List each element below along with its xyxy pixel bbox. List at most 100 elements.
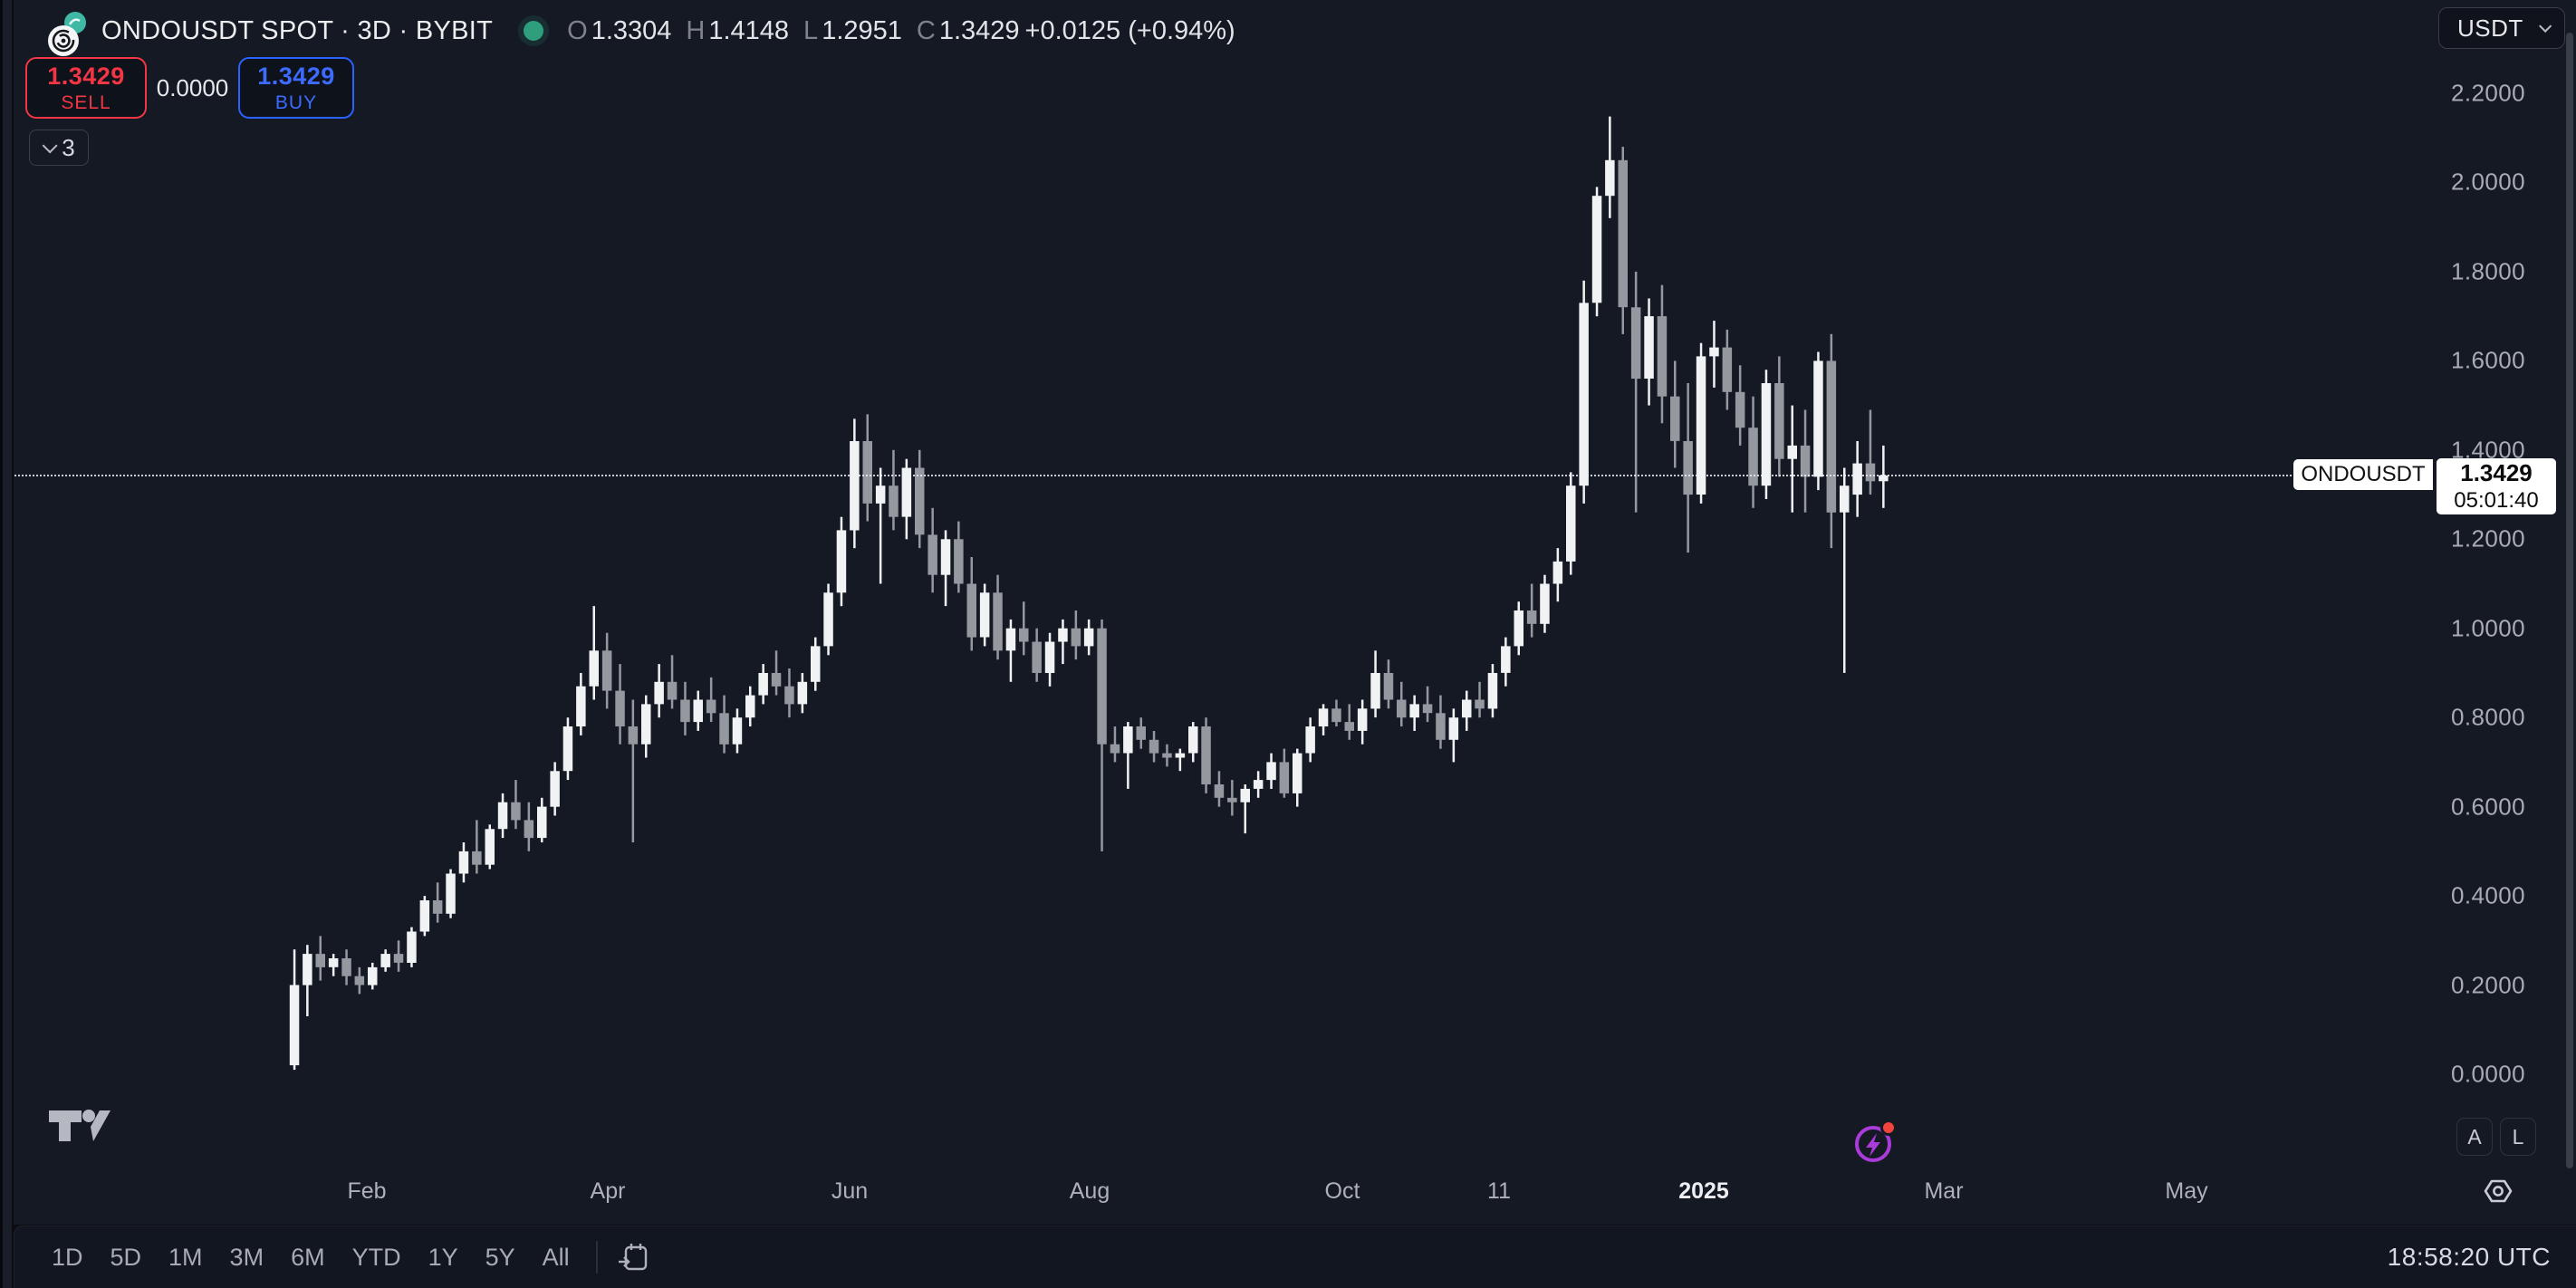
candle [1227, 797, 1237, 803]
candle [354, 976, 365, 985]
candle [289, 985, 300, 1066]
candle [745, 695, 755, 718]
go-to-date-button[interactable] [616, 1240, 650, 1274]
range-button-1y[interactable]: 1Y [428, 1243, 458, 1271]
time-axis-label: Apr [590, 1178, 626, 1204]
price-axis-label: 1.8000 [2451, 257, 2525, 285]
time-axis-label: 2025 [1678, 1178, 1729, 1204]
candle [446, 873, 456, 914]
candle [928, 534, 937, 575]
bar-countdown: 05:01:40 [2454, 487, 2539, 513]
candle [458, 851, 469, 874]
price-line-symbol-tag: ONDOUSDT [2293, 458, 2433, 490]
candle [1266, 762, 1276, 781]
candle [601, 650, 612, 691]
time-axis-label: Jun [831, 1178, 869, 1204]
candle [432, 900, 443, 914]
symbol-title[interactable]: ONDOUSDT SPOT · 3D · BYBIT [101, 15, 494, 45]
candle [485, 829, 495, 865]
candle [1279, 762, 1290, 793]
candle [1865, 463, 1876, 482]
candle [303, 954, 312, 985]
time-axis-label: Mar [1924, 1178, 1964, 1204]
log-scale-button[interactable]: L [2500, 1118, 2536, 1156]
timezone-settings-gear-icon[interactable] [2483, 1176, 2514, 1206]
flash-event-marker-icon[interactable] [1850, 1120, 1897, 1167]
range-button-5d[interactable]: 5D [110, 1243, 142, 1271]
candle [1774, 383, 1784, 459]
candle [1136, 726, 1146, 740]
candle [419, 900, 430, 932]
price-axis-label: 0.2000 [2451, 971, 2525, 999]
candle [836, 530, 847, 593]
candle [1162, 753, 1172, 758]
candle [615, 690, 625, 726]
candle [850, 441, 860, 531]
candle [1370, 673, 1380, 709]
candle [680, 699, 690, 723]
candle [497, 802, 508, 830]
ohlc-item: H 1.4148 [686, 15, 790, 45]
range-button-6m[interactable]: 6M [291, 1243, 325, 1271]
candle [628, 726, 639, 745]
candle [979, 592, 990, 638]
candle [393, 954, 404, 963]
candle [1032, 641, 1042, 673]
candle [719, 713, 729, 745]
range-button-1m[interactable]: 1M [168, 1243, 203, 1271]
candle [1475, 699, 1485, 709]
candle [862, 441, 872, 504]
last-price: 1.3429 [2460, 458, 2533, 486]
candle [1097, 628, 1107, 745]
candle [472, 851, 482, 865]
spread-value: 0.0000 [156, 73, 229, 101]
time-axis-label: May [2165, 1178, 2208, 1204]
sell-price: 1.3429 [47, 62, 125, 90]
buy-price: 1.3429 [257, 62, 335, 90]
range-button-3m[interactable]: 3M [229, 1243, 264, 1271]
collapsed-drawing-toolbar[interactable] [0, 0, 14, 1288]
candle [1240, 788, 1250, 803]
candle [1552, 561, 1563, 584]
range-button-ytd[interactable]: YTD [351, 1243, 401, 1271]
auto-scale-button[interactable]: A [2456, 1118, 2493, 1156]
toolbar-divider [595, 1241, 598, 1274]
sell-button[interactable]: 1.3429 SELL [25, 57, 147, 119]
candle [1422, 704, 1433, 714]
object-tree-badge[interactable]: 3 [29, 130, 89, 166]
range-button-all[interactable]: All [542, 1243, 570, 1271]
candle [1722, 347, 1733, 392]
candle [1735, 391, 1745, 428]
market-status-dot-icon[interactable] [524, 21, 544, 41]
currency-dropdown[interactable]: USDT [2438, 7, 2565, 49]
tradingview-logo-icon[interactable] [47, 1105, 112, 1145]
candle [915, 467, 925, 535]
candle [380, 954, 390, 967]
price-axis-label: 2.0000 [2451, 168, 2525, 196]
range-button-1d[interactable]: 1D [52, 1243, 83, 1271]
price-axis-label: 2.2000 [2451, 79, 2525, 107]
scrollbar[interactable] [2566, 33, 2573, 1168]
candle [1501, 646, 1511, 673]
candle [875, 485, 886, 504]
candle [1123, 726, 1133, 754]
buy-label: BUY [274, 91, 318, 113]
ondo-coin-logo-icon [27, 5, 91, 57]
buy-button[interactable]: 1.3429 BUY [238, 57, 354, 119]
session-clock[interactable]: 18:58:20 UTC [2387, 1243, 2551, 1271]
ohlc-values: O 1.3304 H 1.4148 L 1.2951 C 1.3429 [567, 16, 1019, 46]
candlestick-series[interactable] [0, 0, 2576, 1225]
sell-label: SELL [61, 91, 111, 113]
candle [1591, 196, 1602, 303]
candle [1670, 396, 1680, 441]
candle [1813, 360, 1823, 477]
candle [693, 699, 703, 723]
candle [328, 958, 339, 967]
range-button-5y[interactable]: 5Y [485, 1243, 515, 1271]
candle [1696, 356, 1706, 495]
ohlc-item: C 1.3429 [916, 15, 1020, 45]
candle [1579, 303, 1589, 486]
candle [954, 539, 964, 584]
chart-canvas[interactable]: 0.0000 0.2000 0.4000 0.6000 0.8000 1.0000 1.20… [0, 0, 2576, 1225]
candle [966, 583, 976, 638]
